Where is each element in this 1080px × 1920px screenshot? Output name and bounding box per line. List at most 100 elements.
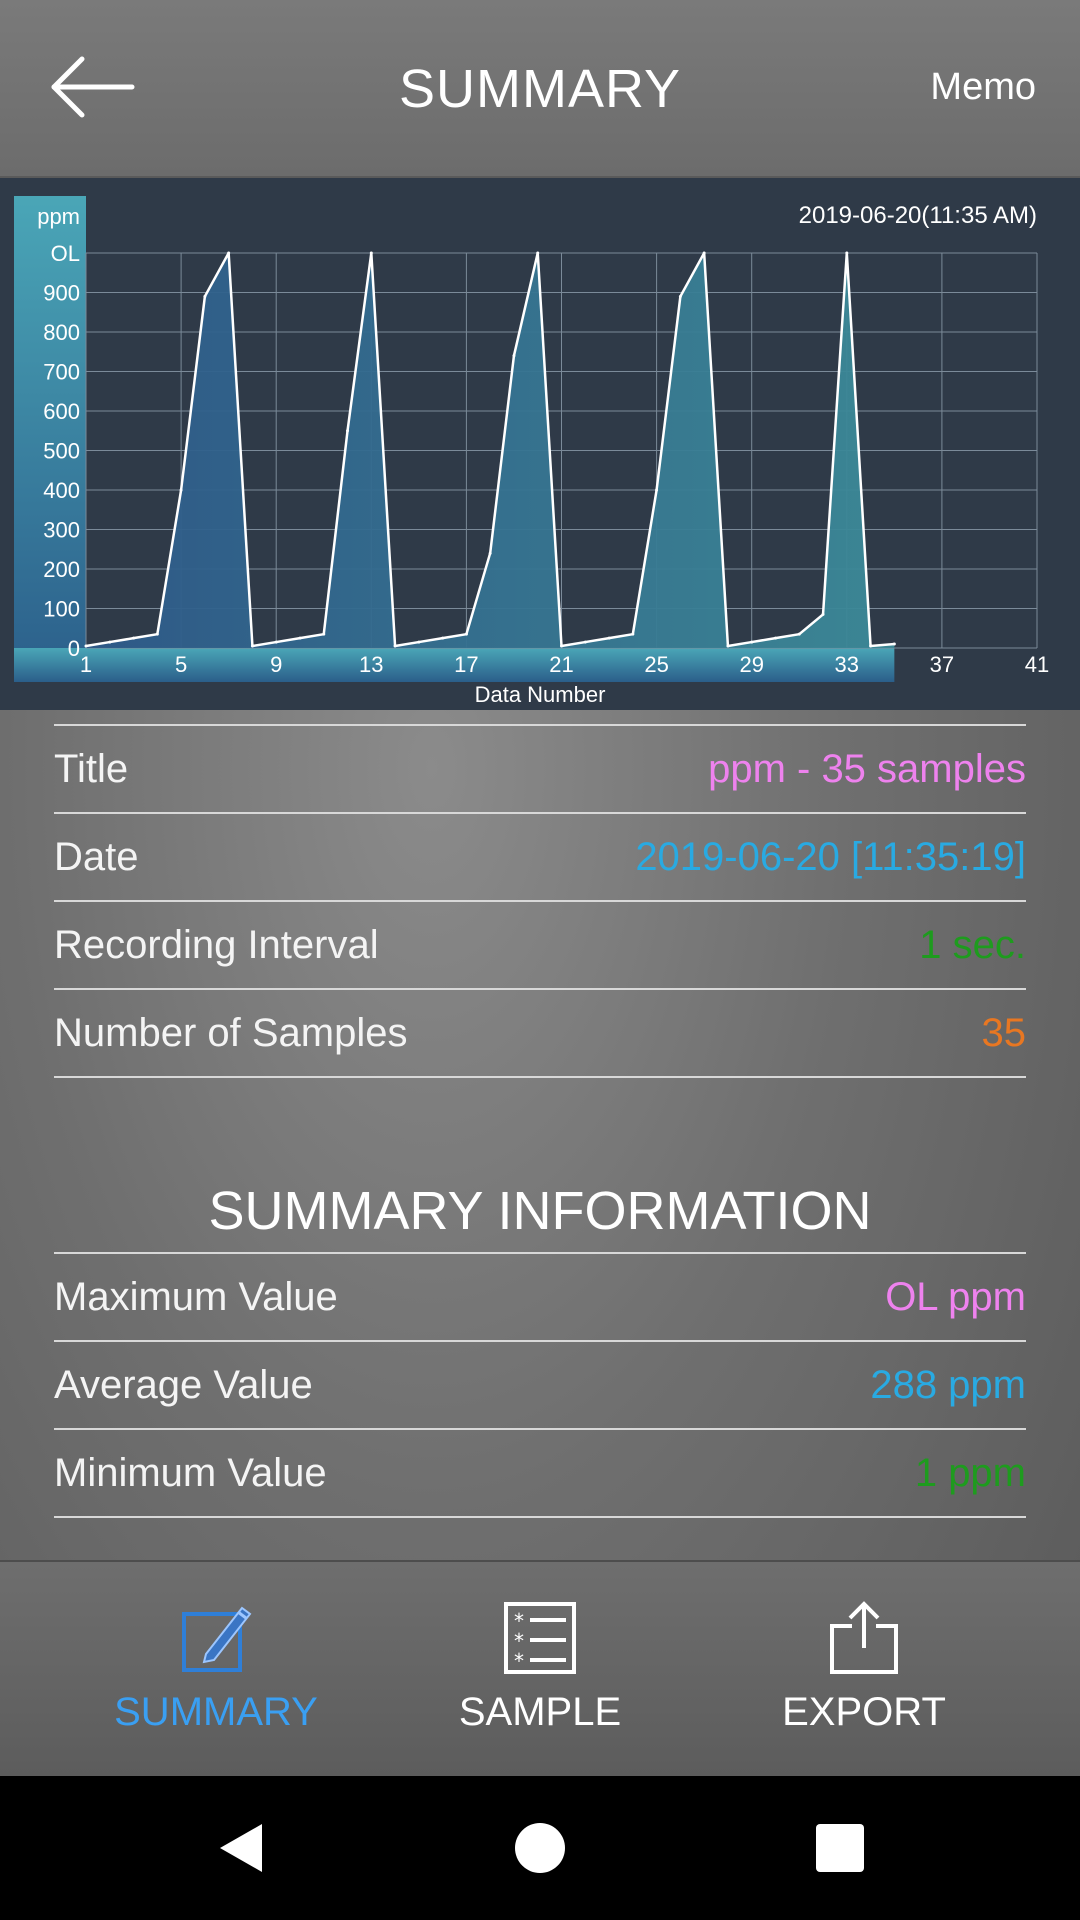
divider [54, 724, 1026, 726]
y-tick-label: 400 [43, 478, 80, 503]
list-icon: * * * [504, 1602, 576, 1674]
data-point [583, 640, 587, 644]
data-point [464, 632, 468, 636]
chart-timestamp: 2019-06-20(11:35 AM) [799, 202, 1037, 229]
x-axis-label: Data Number [475, 682, 606, 707]
summary-heading: SUMMARY INFORMATION [208, 1181, 872, 1241]
data-point [773, 636, 777, 640]
data-point [155, 632, 159, 636]
interval-value: 1 sec. [919, 922, 1026, 967]
app-bar: SUMMARY Memo [0, 0, 1080, 178]
nav-export[interactable]: EXPORT [714, 1598, 1014, 1748]
data-point [536, 251, 540, 255]
data-point [797, 632, 801, 636]
avg-label: Average Value [54, 1362, 313, 1407]
data-point [631, 632, 635, 636]
data-point [417, 640, 421, 644]
max-label: Maximum Value [54, 1274, 338, 1319]
title-label: Title [54, 746, 129, 791]
data-point [726, 644, 730, 648]
data-point [892, 642, 896, 646]
nav-sample[interactable]: * * * SAMPLE [390, 1598, 690, 1748]
home-circle-icon[interactable] [512, 1820, 568, 1876]
data-point [298, 636, 302, 640]
data-point [750, 640, 754, 644]
max-value: OL ppm [885, 1274, 1026, 1319]
x-tick-label: 29 [739, 652, 763, 677]
y-tick-label: 200 [43, 557, 80, 582]
y-tick-label: 700 [43, 360, 80, 385]
bottom-nav: SUMMARY * * * SAMPLE EXPORT [0, 1560, 1080, 1778]
y-tick-label: 100 [43, 597, 80, 622]
samples-row: Number of Samples 35 [54, 990, 1026, 1078]
data-point [203, 294, 207, 298]
date-value: 2019-06-20 [11:35:19] [635, 834, 1026, 879]
back-arrow-icon [51, 56, 135, 118]
nav-export-label: EXPORT [782, 1690, 946, 1734]
samples-value: 35 [981, 1010, 1027, 1055]
data-point [441, 636, 445, 640]
x-axis-band [14, 648, 895, 682]
y-tick-label: 900 [43, 281, 80, 306]
data-point [821, 612, 825, 616]
area-fill [86, 253, 895, 648]
data-point [108, 640, 112, 644]
data-point [869, 644, 873, 648]
x-tick-label: 21 [549, 652, 573, 677]
data-point [179, 488, 183, 492]
data-point [250, 644, 254, 648]
interval-row: Recording Interval 1 sec. [54, 902, 1026, 990]
divider [54, 1252, 1026, 1254]
x-tick-label: 13 [359, 652, 383, 677]
edit-note-icon [182, 1606, 252, 1672]
min-row: Minimum Value 1 ppm [54, 1430, 1026, 1518]
x-tick-label: 37 [930, 652, 954, 677]
x-tick-label: 33 [835, 652, 859, 677]
data-point [227, 251, 231, 255]
data-point [560, 644, 563, 648]
data-point [322, 632, 326, 636]
max-row: Maximum Value OL ppm [54, 1254, 1026, 1342]
interval-label: Recording Interval [54, 922, 379, 967]
data-point [845, 251, 849, 255]
y-unit-label: ppm [37, 204, 80, 229]
nav-sample-label: SAMPLE [458, 1690, 622, 1734]
data-point [346, 429, 350, 433]
data-point [488, 551, 492, 555]
y-axis-panel [14, 196, 86, 682]
page-title: SUMMARY [398, 59, 682, 119]
data-point [678, 294, 682, 298]
svg-text:*: * [514, 1629, 524, 1653]
back-button[interactable] [48, 54, 138, 120]
title-value: ppm - 35 samples [708, 746, 1026, 791]
nav-summary-label: SUMMARY [114, 1690, 318, 1734]
x-tick-label: 17 [454, 652, 478, 677]
min-value: 1 ppm [914, 1450, 1026, 1495]
title-row: Title ppm - 35 samples [54, 726, 1026, 814]
nav-summary[interactable]: SUMMARY [66, 1598, 366, 1748]
memo-button[interactable]: Memo [930, 66, 1036, 108]
data-point [702, 251, 706, 255]
system-nav-bar [0, 1776, 1080, 1920]
back-triangle-icon[interactable] [214, 1820, 270, 1876]
y-tick-label: 500 [43, 439, 80, 464]
recents-square-icon[interactable] [812, 1820, 868, 1876]
data-point [607, 636, 611, 640]
svg-text:*: * [514, 1609, 524, 1633]
data-point [84, 644, 88, 648]
x-tick-label: 5 [175, 652, 187, 677]
x-tick-label: 25 [644, 652, 668, 677]
data-point [132, 636, 136, 640]
data-chart: 0 100 200 300 400 500 600 700 800 900 OL ppm 1 5 9 13 17… [0, 178, 1080, 710]
samples-label: Number of Samples [54, 1010, 408, 1055]
data-point [655, 488, 659, 492]
y-tick-label: OL [51, 241, 80, 266]
date-label: Date [54, 834, 139, 879]
y-tick-label: 800 [43, 320, 80, 345]
x-tick-label: 1 [80, 652, 92, 677]
data-point [512, 354, 516, 358]
y-tick-label: 300 [43, 518, 80, 543]
data-point [393, 644, 397, 648]
data-point [369, 251, 373, 255]
x-tick-label: 9 [270, 652, 282, 677]
